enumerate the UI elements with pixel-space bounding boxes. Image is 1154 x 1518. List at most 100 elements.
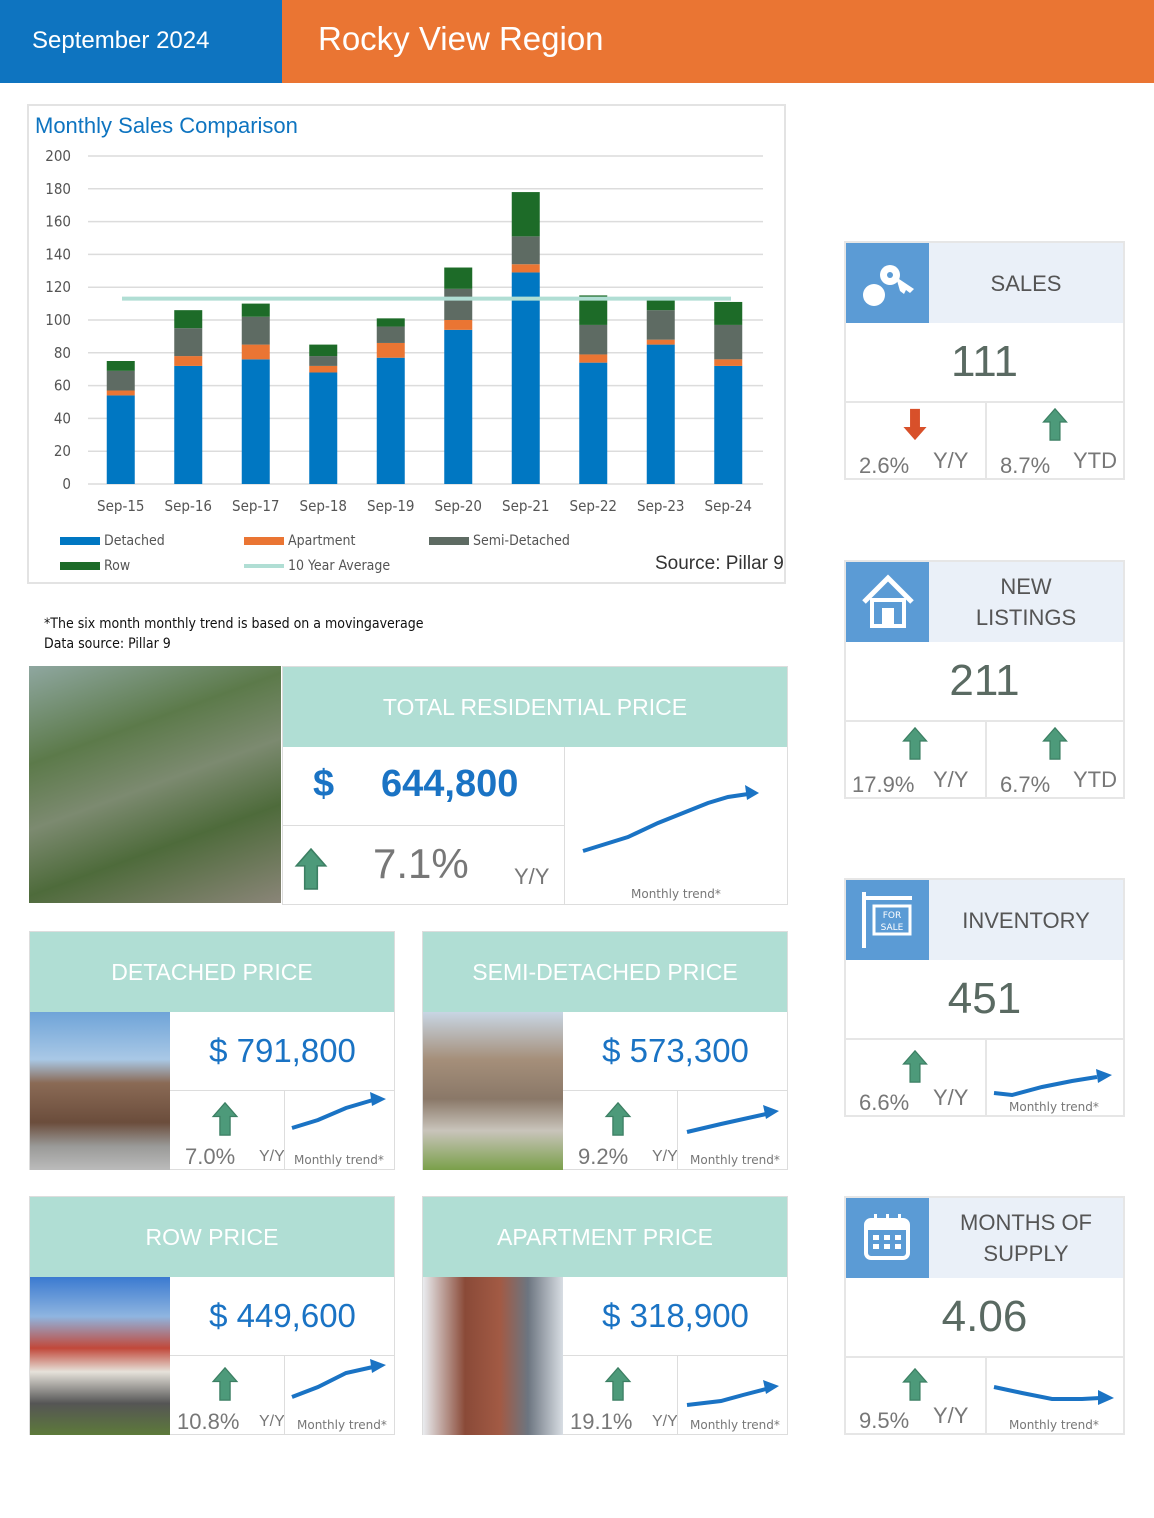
stat-value: 111 bbox=[846, 323, 1123, 403]
yy-change: 7.1% bbox=[373, 840, 469, 887]
stat-value: 211 bbox=[846, 642, 1123, 722]
up-arrow-icon bbox=[210, 1367, 240, 1401]
svg-text:SALE: SALE bbox=[881, 923, 904, 933]
chart-title: Monthly Sales Comparison bbox=[35, 113, 298, 138]
house-icon bbox=[846, 562, 929, 642]
divider bbox=[985, 1040, 987, 1115]
y-tick-label: 20 bbox=[54, 442, 71, 460]
bar-row-Sep-24 bbox=[714, 301, 743, 325]
card-title: SEMI-DETACHED PRICE bbox=[423, 932, 787, 1012]
up-arrow-icon bbox=[901, 1050, 929, 1083]
trend-footnote: *The six month monthly trend is based on… bbox=[44, 616, 424, 632]
bar-semi-detached-Sep-23 bbox=[646, 310, 675, 340]
card-title: TOTAL RESIDENTIAL PRICE bbox=[283, 667, 787, 747]
bar-apartment-Sep-17 bbox=[241, 344, 270, 360]
up-arrow-icon bbox=[901, 1368, 929, 1401]
up-arrow-icon bbox=[603, 1102, 633, 1136]
y-tick-label: 160 bbox=[45, 213, 71, 231]
trend-label: Monthly trend* bbox=[297, 1418, 387, 1432]
legend-label: Apartment bbox=[288, 533, 356, 549]
legend-label: Semi-Detached bbox=[473, 533, 570, 549]
x-tick-label: Sep-15 bbox=[97, 497, 144, 515]
detached-price-card: DETACHED PRICE $ 791,800 7.0% Y/Y Monthl… bbox=[29, 931, 395, 1170]
ytd-label: YTD bbox=[1073, 767, 1117, 792]
bar-apartment-Sep-15 bbox=[106, 390, 135, 396]
bar-apartment-Sep-22 bbox=[579, 354, 608, 363]
bar-row-Sep-20 bbox=[444, 267, 473, 289]
bar-apartment-Sep-20 bbox=[444, 320, 473, 330]
bar-semi-detached-Sep-21 bbox=[511, 236, 540, 265]
price-cell: $ 644,800 bbox=[283, 747, 564, 826]
divider bbox=[985, 1358, 987, 1433]
yy-label: Y/Y bbox=[933, 767, 969, 792]
bar-apartment-Sep-23 bbox=[646, 339, 675, 345]
bar-detached-Sep-17 bbox=[241, 359, 270, 484]
trend-line-icon bbox=[582, 785, 759, 853]
total-residential-price-card: TOTAL RESIDENTIAL PRICE $ 644,800 7.1% Y… bbox=[282, 666, 788, 905]
bar-row-Sep-17 bbox=[241, 303, 270, 317]
yy-label: Y/Y bbox=[259, 1413, 285, 1430]
svg-text:FOR: FOR bbox=[883, 911, 902, 921]
yy-label: Y/Y bbox=[933, 448, 969, 473]
price-value: $ 573,300 bbox=[563, 1012, 788, 1091]
keys-icon bbox=[846, 243, 929, 323]
trend-label: Monthly trend* bbox=[294, 1153, 384, 1167]
yy-change: 6.6% bbox=[859, 1090, 910, 1115]
x-tick-label: Sep-22 bbox=[570, 497, 617, 515]
divider bbox=[677, 1091, 678, 1169]
stat-title-line2: SUPPLY bbox=[983, 1241, 1069, 1266]
aerial-neighbourhood-photo bbox=[29, 666, 281, 903]
y-tick-label: 120 bbox=[45, 278, 71, 296]
stat-value: 4.06 bbox=[846, 1278, 1123, 1358]
bar-semi-detached-Sep-24 bbox=[714, 324, 743, 360]
up-arrow-icon bbox=[294, 848, 328, 890]
divider bbox=[985, 403, 987, 478]
region-title: Rocky View Region bbox=[282, 0, 1154, 83]
data-source-note: Data source: Pillar 9 bbox=[44, 636, 171, 652]
price-value: $ 791,800 bbox=[170, 1012, 395, 1091]
chart-source: Source: Pillar 9 bbox=[655, 553, 784, 574]
stat-title-line1: MONTHS OF bbox=[960, 1210, 1092, 1235]
card-title: ROW PRICE bbox=[30, 1197, 394, 1277]
x-tick-label: Sep-18 bbox=[300, 497, 347, 515]
ytd-change: 6.7% bbox=[1000, 772, 1051, 797]
detached-house-photo bbox=[30, 1012, 170, 1170]
bar-semi-detached-Sep-19 bbox=[376, 326, 405, 343]
price-value: 644,800 bbox=[381, 763, 519, 805]
legend-swatch bbox=[60, 537, 100, 545]
yy-label: Y/Y bbox=[259, 1148, 285, 1165]
up-arrow-icon bbox=[1041, 727, 1069, 760]
trend-line-icon bbox=[993, 1069, 1112, 1098]
trend-label: Monthly trend* bbox=[1009, 1100, 1099, 1114]
x-tick-label: Sep-17 bbox=[232, 497, 279, 515]
yy-change: 10.8% bbox=[177, 1409, 240, 1434]
legend-swatch bbox=[244, 564, 284, 568]
divider bbox=[677, 1356, 678, 1434]
trend-line-icon bbox=[291, 1092, 386, 1130]
bar-detached-Sep-20 bbox=[444, 329, 473, 484]
x-tick-label: Sep-20 bbox=[435, 497, 482, 515]
legend-swatch bbox=[244, 537, 284, 545]
trend-label: Monthly trend* bbox=[631, 887, 721, 901]
semi-detached-price-card: SEMI-DETACHED PRICE $ 573,300 9.2% Y/Y M… bbox=[422, 931, 788, 1170]
sales-chart: 0 20 40 60 80 100 120 140 160 180 200 Sep-15 Sep-16 S… bbox=[45, 147, 763, 515]
row-townhouse-photo bbox=[30, 1277, 170, 1435]
trend-line-icon bbox=[993, 1385, 1114, 1405]
up-arrow-icon bbox=[210, 1102, 240, 1136]
bar-semi-detached-Sep-20 bbox=[444, 288, 473, 320]
legend-row: Row bbox=[60, 558, 130, 574]
stat-title: INVENTORY bbox=[929, 880, 1123, 960]
bar-detached-Sep-24 bbox=[714, 365, 743, 484]
yy-label: Y/Y bbox=[933, 1403, 969, 1428]
bar-semi-detached-Sep-15 bbox=[106, 370, 135, 391]
y-tick-label: 60 bbox=[54, 377, 71, 395]
yy-label: Y/Y bbox=[652, 1148, 678, 1165]
divider bbox=[284, 1091, 285, 1169]
legend-swatch bbox=[60, 562, 100, 570]
months-of-supply-stat-card: MONTHS OF SUPPLY 4.06 9.5% Y/Y Monthly tr… bbox=[844, 1196, 1125, 1435]
yy-change: 17.9% bbox=[852, 772, 915, 797]
legend-semi-detached: Semi-Detached bbox=[429, 533, 570, 549]
trend-label: Monthly trend* bbox=[690, 1153, 780, 1167]
x-tick-label: Sep-16 bbox=[165, 497, 212, 515]
report-date: September 2024 bbox=[0, 0, 282, 83]
